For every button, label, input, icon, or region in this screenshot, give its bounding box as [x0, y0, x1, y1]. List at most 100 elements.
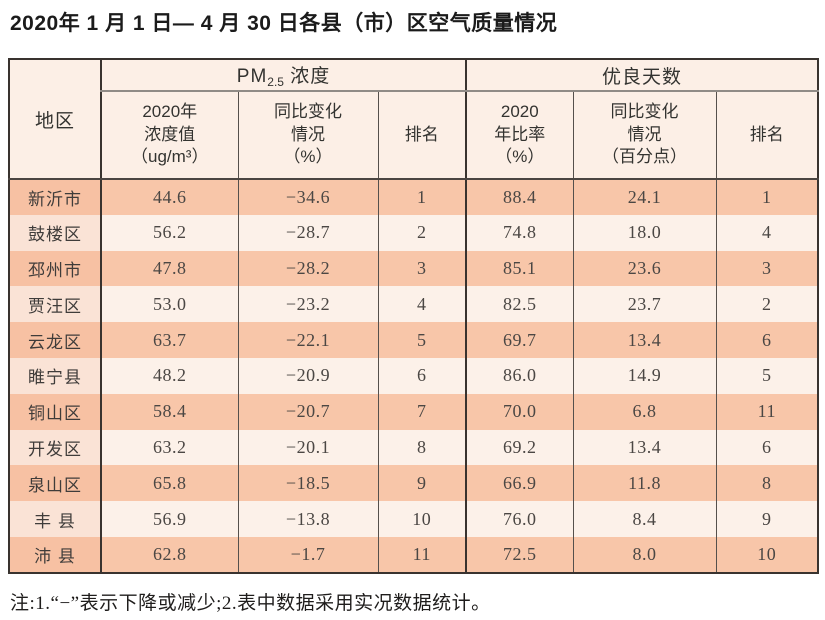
good-rank-cell: 4 [715, 214, 819, 251]
pm-change-cell: −13.8 [237, 501, 378, 537]
region-header-label: 地区 [34, 110, 75, 132]
col-header-good-change: 同比变化 情况 （百分点） [572, 91, 717, 180]
good-change-cell: 14.9 [572, 357, 717, 394]
good-rank-cell: 1 [715, 179, 819, 215]
pm-value-cell: 53.0 [100, 286, 238, 323]
region-cell: 铜山区 [9, 393, 101, 430]
table-row: 新沂市 44.6 −34.6 1 88.4 24.1 1 [9, 179, 819, 215]
pm-rank-cell: 7 [377, 393, 467, 430]
region-cell: 丰 县 [9, 501, 101, 537]
good-days-group-label: 优良天数 [602, 66, 683, 88]
pm-change-cell: −23.2 [237, 286, 378, 323]
good-rank-cell: 9 [715, 501, 819, 537]
good-rate-cell: 86.0 [465, 357, 574, 394]
good-rank-cell: 6 [715, 429, 819, 466]
table-row: 开发区 63.2 −20.1 8 69.2 13.4 6 [9, 429, 819, 466]
pm-rank-cell: 6 [377, 357, 467, 394]
header-sub-row: 2020年 浓度值 （ug/m³） 同比变化 情况 （%） 排名 2020 年比… [9, 91, 819, 180]
region-cell: 邳州市 [9, 250, 101, 287]
pm-value-cell: 63.2 [100, 429, 238, 466]
table-row: 邳州市 47.8 −28.2 3 85.1 23.6 3 [9, 250, 819, 287]
table-row: 鼓楼区 56.2 −28.7 2 74.8 18.0 4 [9, 214, 819, 251]
pm-rank-cell: 2 [377, 214, 467, 251]
pm-rank-cell: 5 [377, 322, 467, 358]
pm25-subscript: 2.5 [267, 75, 284, 89]
col-header-region: 地区 [9, 59, 101, 180]
region-cell: 泉山区 [9, 465, 101, 502]
table-row: 睢宁县 48.2 −20.9 6 86.0 14.9 5 [9, 357, 819, 394]
region-cell: 云龙区 [9, 322, 101, 358]
good-rank-cell: 5 [715, 357, 819, 394]
pm-rank-cell: 10 [377, 501, 467, 537]
pm-value-cell: 62.8 [100, 536, 238, 573]
good-rank-cell: 11 [715, 393, 819, 430]
col-header-pm-change: 同比变化 情况 （%） [237, 91, 378, 180]
pm-change-cell: −20.9 [237, 357, 378, 394]
good-rate-cell: 85.1 [465, 250, 574, 287]
pm-rank-cell: 11 [377, 536, 467, 573]
pm-value-cell: 56.2 [100, 214, 238, 251]
col-group-good-days: 优良天数 [465, 59, 819, 92]
good-change-cell: 8.0 [572, 536, 717, 573]
good-rank-cell: 3 [715, 250, 819, 287]
col-group-pm25: PM2.5 浓度 [99, 59, 467, 92]
pm-change-cell: −28.2 [237, 250, 378, 287]
pm-change-cell: −22.1 [237, 322, 378, 358]
table-row: 泉山区 65.8 −18.5 9 66.9 11.8 8 [9, 465, 819, 502]
good-rate-cell: 66.9 [465, 465, 574, 502]
pm-change-cell: −20.1 [237, 429, 378, 466]
footnote: 注:1.“−”表示下降或减少;2.表中数据采用实况数据统计。 [10, 593, 491, 614]
good-change-cell: 13.4 [572, 429, 717, 466]
table-row: 丰 县 56.9 −13.8 10 76.0 8.4 9 [9, 501, 819, 537]
pm25-group-label: PM2.5 浓度 [236, 66, 331, 89]
good-rate-cell: 69.7 [465, 322, 574, 358]
table-row: 云龙区 63.7 −22.1 5 69.7 13.4 6 [9, 322, 819, 358]
good-rate-cell: 69.2 [465, 429, 574, 466]
good-rate-cell: 82.5 [465, 286, 574, 323]
region-cell: 鼓楼区 [9, 214, 101, 251]
pm-rank-cell: 1 [377, 179, 467, 215]
table-body: 新沂市 44.6 −34.6 1 88.4 24.1 1 鼓楼区 56.2 −28.7 2 74.8 1… [9, 179, 819, 573]
pm-value-cell: 58.4 [100, 393, 238, 430]
good-change-cell: 23.6 [572, 250, 717, 287]
table-row: 沛 县 62.8 −1.7 11 72.5 8.0 10 [9, 536, 819, 573]
pm-change-cell: −20.7 [237, 393, 378, 430]
good-change-cell: 13.4 [572, 322, 717, 358]
good-rate-cell: 72.5 [465, 536, 574, 573]
good-change-cell: 24.1 [572, 179, 717, 215]
good-rate-cell: 76.0 [465, 501, 574, 537]
page-title: 2020年 1 月 1 日— 4 月 30 日各县（市）区空气质量情况 [10, 12, 558, 35]
pm-value-cell: 44.6 [100, 179, 238, 215]
pm-change-cell: −28.7 [237, 214, 378, 251]
pm-value-cell: 65.8 [100, 465, 238, 502]
pm-value-cell: 47.8 [100, 250, 238, 287]
pm-change-cell: −34.6 [237, 179, 378, 215]
region-cell: 贾汪区 [9, 286, 101, 323]
pm-value-cell: 63.7 [100, 322, 238, 358]
pm-value-cell: 56.9 [100, 501, 238, 537]
air-quality-table: 地区 PM2.5 浓度 优良天数 2020年 浓度值 （ug/m³） 同比变化 … [8, 58, 820, 574]
good-rate-cell: 74.8 [465, 214, 574, 251]
good-change-cell: 6.8 [572, 393, 717, 430]
pm-change-cell: −1.7 [237, 536, 378, 573]
good-change-cell: 23.7 [572, 286, 717, 323]
pm-rank-cell: 8 [377, 429, 467, 466]
region-cell: 沛 县 [9, 536, 101, 573]
region-cell: 开发区 [9, 429, 101, 466]
good-rank-cell: 10 [715, 536, 819, 573]
pm-rank-cell: 9 [377, 465, 467, 502]
good-rank-cell: 6 [715, 322, 819, 358]
good-rank-cell: 8 [715, 465, 819, 502]
table-row: 铜山区 58.4 −20.7 7 70.0 6.8 11 [9, 393, 819, 430]
pm-rank-cell: 4 [377, 286, 467, 323]
region-cell: 睢宁县 [9, 357, 101, 394]
good-rate-cell: 88.4 [465, 179, 574, 215]
good-change-cell: 11.8 [572, 465, 717, 502]
good-rate-cell: 70.0 [465, 393, 574, 430]
header-group-row: 地区 PM2.5 浓度 优良天数 [9, 59, 819, 180]
good-rank-cell: 2 [715, 286, 819, 323]
region-cell: 新沂市 [9, 179, 101, 215]
good-change-cell: 18.0 [572, 214, 717, 251]
good-change-cell: 8.4 [572, 501, 717, 537]
